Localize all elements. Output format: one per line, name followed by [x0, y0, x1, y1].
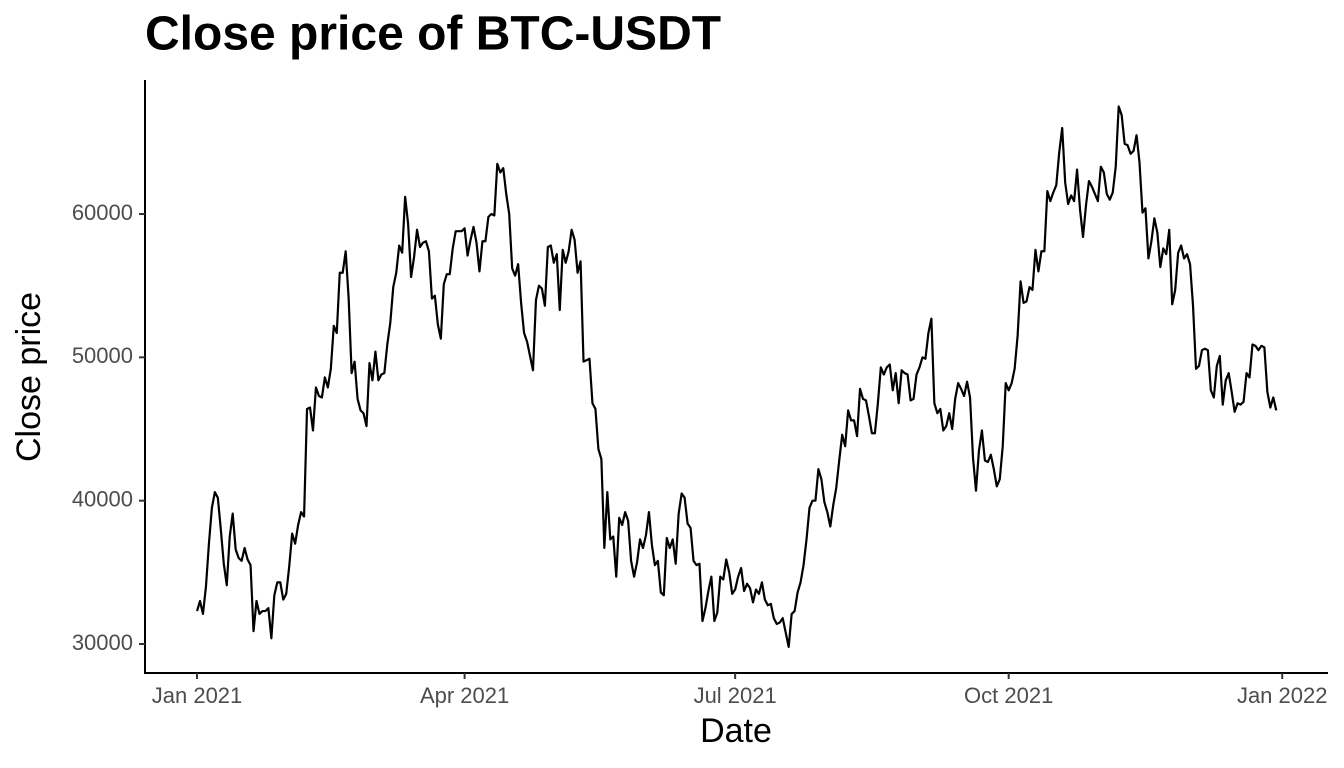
- x-tick-label: Jan 2021: [152, 683, 243, 708]
- x-tick-label: Apr 2021: [420, 683, 509, 708]
- x-tick-label: Jan 2022: [1237, 683, 1328, 708]
- y-axis-label: Close price: [10, 292, 48, 462]
- price-line: [195, 105, 1278, 648]
- x-tick-label: Jul 2021: [694, 683, 777, 708]
- y-tick-label: 40000: [72, 486, 133, 511]
- x-axis-label: Date: [700, 712, 772, 750]
- x-tick-label: Oct 2021: [964, 683, 1053, 708]
- y-tick-label: 60000: [72, 200, 133, 225]
- y-tick-label: 50000: [72, 343, 133, 368]
- y-tick-label: 30000: [72, 630, 133, 655]
- chart-title: Close price of BTC-USDT: [145, 8, 721, 61]
